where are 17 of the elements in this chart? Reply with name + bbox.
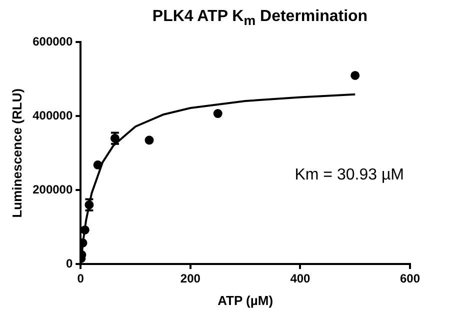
x-tick-label: 400 [290,272,311,286]
point [93,160,102,170]
y-axis-title: Luminescence (RLU) [9,88,24,218]
point [80,225,90,234]
point [213,109,222,118]
point [350,70,360,80]
point [144,136,154,145]
y-tick-label: 200000 [32,182,73,196]
y-tick-label: 400000 [32,108,73,122]
y-tick-label: 600000 [32,34,73,49]
chart-title: PLK4 ATP K$_{m}$ Determination [151,8,369,28]
x-tick-label: 0 [77,272,84,286]
x-axis-title: ATP (µM) [218,292,274,308]
y-tick-label: 0 [66,256,73,270]
annotation: Km = 30.93 µM [294,166,404,184]
x-tick-label: 200 [180,272,201,286]
x-tick-label: 600 [400,272,420,286]
